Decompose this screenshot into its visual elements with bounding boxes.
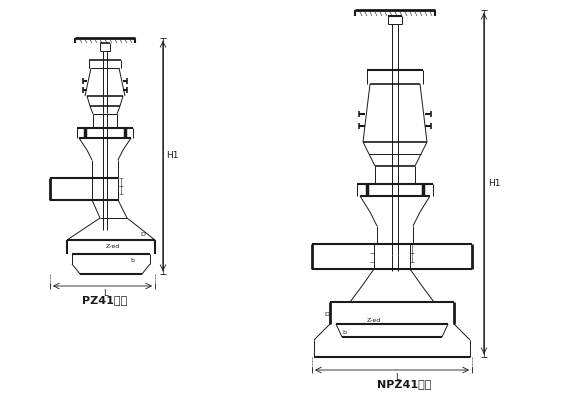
Text: Z-ed: Z-ed xyxy=(367,318,381,322)
Text: H1: H1 xyxy=(488,179,500,187)
Text: H1: H1 xyxy=(166,152,178,160)
Text: D: D xyxy=(140,231,146,236)
Text: L: L xyxy=(103,290,108,299)
Text: PZ41系列: PZ41系列 xyxy=(83,295,128,305)
Text: Z-ed: Z-ed xyxy=(106,244,120,248)
Text: b: b xyxy=(342,330,346,335)
Text: D: D xyxy=(325,311,329,316)
Text: NPZ41系列: NPZ41系列 xyxy=(377,379,431,389)
Text: b: b xyxy=(130,257,134,263)
Text: L: L xyxy=(395,374,399,383)
